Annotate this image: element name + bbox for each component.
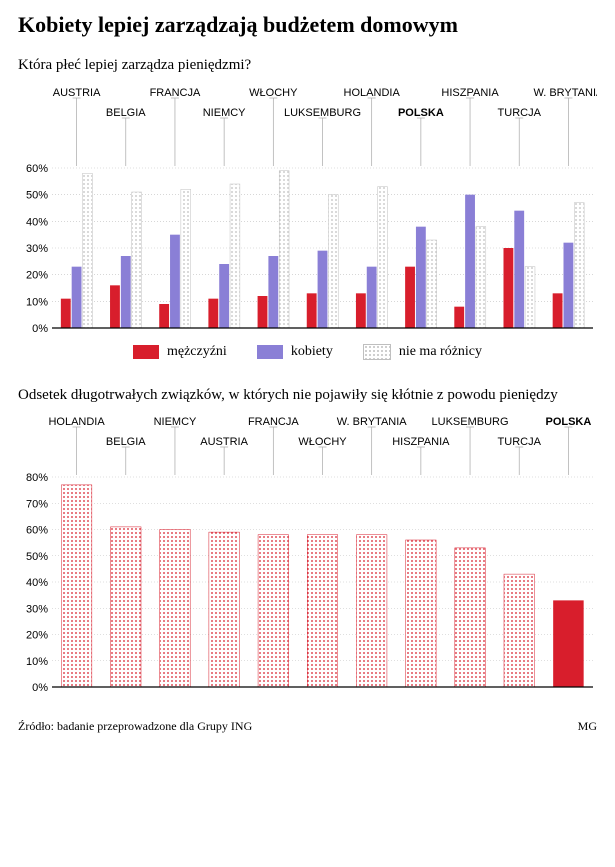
svg-text:FRANCJA: FRANCJA bbox=[248, 416, 299, 428]
svg-text:70%: 70% bbox=[26, 499, 48, 511]
svg-text:TURCJA: TURCJA bbox=[498, 107, 542, 119]
page-title: Kobiety lepiej zarządzają budżetem domow… bbox=[18, 12, 597, 38]
legend-item: mężczyźni bbox=[133, 344, 227, 360]
svg-text:BELGIA: BELGIA bbox=[106, 107, 146, 119]
chart1-legend: mężczyźni kobiety nie ma różnicy bbox=[18, 344, 597, 360]
svg-text:W. BRYTANIA: W. BRYTANIA bbox=[533, 87, 597, 99]
legend-swatch bbox=[363, 344, 391, 360]
svg-text:W. BRYTANIA: W. BRYTANIA bbox=[337, 416, 408, 428]
svg-text:BELGIA: BELGIA bbox=[106, 436, 146, 448]
svg-text:60%: 60% bbox=[26, 525, 48, 537]
svg-text:50%: 50% bbox=[26, 551, 48, 563]
legend-swatch bbox=[133, 345, 159, 359]
svg-text:40%: 40% bbox=[26, 577, 48, 589]
chart2-block: Odsetek długotrwałych związków, w któryc… bbox=[18, 386, 597, 694]
svg-text:AUSTRIA: AUSTRIA bbox=[53, 87, 101, 99]
svg-text:HISZPANIA: HISZPANIA bbox=[392, 436, 450, 448]
svg-text:HISZPANIA: HISZPANIA bbox=[441, 87, 499, 99]
svg-text:0%: 0% bbox=[32, 682, 48, 693]
svg-text:0%: 0% bbox=[32, 323, 48, 334]
svg-text:50%: 50% bbox=[26, 190, 48, 202]
svg-text:WŁOCHY: WŁOCHY bbox=[249, 87, 298, 99]
svg-text:HOLANDIA: HOLANDIA bbox=[48, 416, 105, 428]
svg-text:40%: 40% bbox=[26, 216, 48, 228]
source-text: Źródło: badanie przeprowadzone dla Grupy… bbox=[18, 719, 252, 734]
svg-text:30%: 30% bbox=[26, 604, 48, 616]
svg-text:NIEMCY: NIEMCY bbox=[154, 416, 197, 428]
legend-swatch bbox=[257, 345, 283, 359]
legend-label: kobiety bbox=[291, 344, 333, 360]
svg-text:30%: 30% bbox=[26, 243, 48, 255]
svg-text:HOLANDIA: HOLANDIA bbox=[344, 87, 401, 99]
svg-text:WŁOCHY: WŁOCHY bbox=[298, 436, 347, 448]
svg-text:NIEMCY: NIEMCY bbox=[203, 107, 246, 119]
credit-text: MG bbox=[578, 719, 597, 734]
svg-text:FRANCJA: FRANCJA bbox=[150, 87, 201, 99]
svg-text:60%: 60% bbox=[26, 163, 48, 175]
svg-text:10%: 10% bbox=[26, 656, 48, 668]
legend-label: nie ma różnicy bbox=[399, 344, 482, 360]
legend-item: nie ma różnicy bbox=[363, 344, 482, 360]
svg-text:AUSTRIA: AUSTRIA bbox=[200, 436, 248, 448]
source-line: Źródło: badanie przeprowadzone dla Grupy… bbox=[18, 719, 597, 734]
infographic-page: Kobiety lepiej zarządzają budżetem domow… bbox=[0, 0, 615, 744]
svg-text:TURCJA: TURCJA bbox=[498, 436, 542, 448]
svg-text:10%: 10% bbox=[26, 296, 48, 308]
chart1-subtitle: Która płeć lepiej zarządza pieniędzmi? bbox=[18, 56, 597, 76]
legend-item: kobiety bbox=[257, 344, 333, 360]
chart2-subtitle: Odsetek długotrwałych związków, w któryc… bbox=[18, 386, 597, 406]
svg-text:20%: 20% bbox=[26, 630, 48, 642]
svg-text:LUKSEMBURG: LUKSEMBURG bbox=[432, 416, 509, 428]
svg-text:POLSKA: POLSKA bbox=[398, 107, 444, 119]
svg-text:LUKSEMBURG: LUKSEMBURG bbox=[284, 107, 361, 119]
svg-text:POLSKA: POLSKA bbox=[545, 416, 591, 428]
legend-label: mężczyźni bbox=[167, 344, 227, 360]
chart1-block: Która płeć lepiej zarządza pieniędzmi? 0… bbox=[18, 56, 597, 360]
chart2: 0% 10% 20% 30% 40% 50% 60% 70% 80% HOLANDIABELGIA… bbox=[18, 411, 597, 693]
svg-text:80%: 80% bbox=[26, 472, 48, 484]
chart1: 0% 10% 20% 30% 40% 50% 60% AUSTRIA BELGIA FRANCJA… bbox=[18, 82, 597, 334]
svg-text:20%: 20% bbox=[26, 270, 48, 282]
